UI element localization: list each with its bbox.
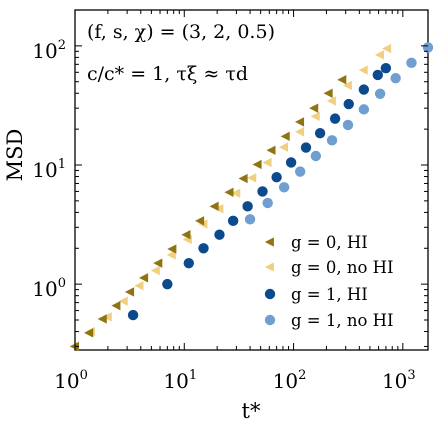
legend-label: g = 0, HI (291, 233, 368, 252)
data-point (124, 287, 135, 297)
legend-item: g = 0, HI (264, 233, 368, 252)
series-2 (69, 43, 392, 352)
data-point (294, 117, 305, 127)
data-point (134, 281, 144, 291)
data-point (266, 145, 276, 155)
data-point (271, 171, 282, 183)
data-point (150, 265, 160, 276)
data-point (231, 188, 241, 198)
data-point (166, 250, 176, 260)
data-point (195, 216, 205, 226)
data-point (111, 300, 121, 311)
annotation-parameters: (f, s, χ) = (3, 2, 0.5) (87, 21, 275, 43)
data-point (300, 142, 312, 153)
data-point (198, 243, 209, 254)
tick-layer (74, 9, 428, 350)
data-point (342, 80, 352, 91)
data-point (406, 57, 417, 69)
data-point (262, 197, 273, 209)
data-point (244, 214, 256, 225)
legend-label: g = 1, no HI (291, 311, 394, 330)
data-point (224, 187, 234, 197)
legend-item: g = 0, no HI (264, 258, 394, 277)
data-point (285, 157, 297, 168)
data-point (382, 43, 392, 54)
x-tick-label: 103 (382, 368, 416, 393)
y-tick-label: 101 (32, 157, 66, 182)
data-point (314, 127, 326, 139)
data-point (238, 173, 248, 184)
annotation-conditions: c/c* = 1, τξ ≈ τd (87, 63, 248, 85)
data-point (247, 173, 257, 183)
data-point (278, 142, 289, 152)
data-layer (69, 42, 434, 352)
x-axis-label: t* (242, 399, 261, 423)
legend-marker (264, 288, 276, 300)
data-point (242, 201, 253, 212)
data-point (326, 96, 336, 106)
y-tick-label: 100 (32, 276, 66, 301)
data-point (372, 69, 383, 81)
data-point (84, 328, 94, 338)
data-point (183, 257, 194, 269)
data-point (214, 203, 224, 214)
data-point (310, 150, 322, 162)
data-point (337, 75, 347, 85)
legend-label: g = 0, no HI (291, 258, 394, 277)
data-point (227, 215, 239, 227)
data-point (139, 273, 149, 283)
data-point (214, 229, 225, 240)
data-point (181, 230, 191, 240)
data-point (252, 159, 262, 170)
data-point (97, 314, 107, 324)
data-point (343, 98, 354, 110)
series-1 (69, 75, 347, 352)
data-point (326, 135, 338, 146)
legend-item: g = 1, no HI (264, 311, 394, 330)
x-tick-label: 102 (273, 368, 307, 393)
data-point (102, 312, 112, 322)
data-point (69, 341, 79, 352)
tick-label-layer: 100 101 102 103 100 101 102 (32, 38, 415, 393)
data-point (358, 65, 368, 75)
series-3 (127, 62, 392, 321)
y-axis-label: MSD (3, 129, 27, 182)
data-point (262, 157, 272, 168)
x-tick-label: 101 (163, 368, 197, 393)
data-point (153, 258, 163, 268)
legend-marker (264, 262, 274, 272)
data-point (358, 104, 370, 115)
legend-marker (264, 237, 274, 247)
data-point (323, 88, 333, 98)
legend: g = 0, HI g = 0, no HI g = 1, HI g = 1, no … (264, 233, 394, 330)
data-point (209, 201, 219, 211)
data-point (309, 103, 319, 113)
legend-item: g = 1, HI (264, 285, 368, 304)
data-point (310, 111, 320, 122)
data-point (127, 309, 139, 321)
data-point (422, 42, 434, 53)
plot-frame (74, 9, 429, 351)
data-point (294, 127, 305, 137)
y-tick-label: 102 (32, 38, 66, 63)
data-point (374, 88, 386, 99)
data-point (280, 131, 290, 142)
data-point (358, 84, 370, 95)
data-point (118, 296, 128, 306)
data-point (167, 244, 177, 254)
legend-marker (264, 314, 276, 326)
data-point (390, 73, 401, 84)
series-4 (244, 42, 434, 225)
data-point (162, 278, 173, 290)
data-point (294, 166, 306, 177)
data-point (380, 62, 392, 74)
x-tick-label: 100 (54, 368, 88, 393)
legend-label: g = 1, HI (291, 285, 368, 304)
data-point (374, 50, 385, 60)
data-point (329, 113, 341, 124)
data-point (257, 186, 268, 197)
data-point (278, 182, 290, 193)
data-point (342, 119, 354, 131)
